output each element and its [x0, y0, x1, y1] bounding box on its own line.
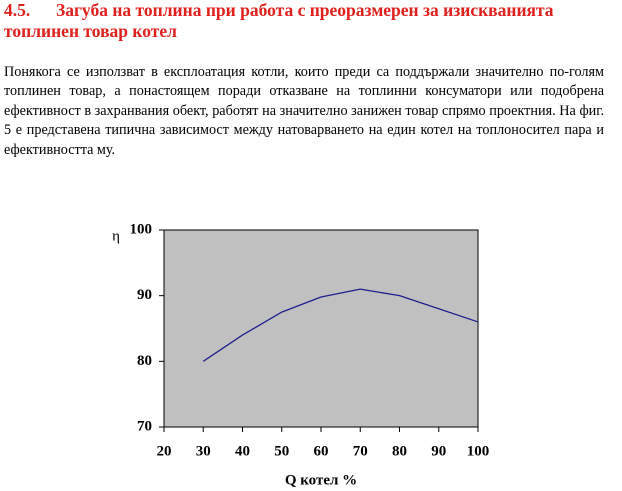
x-tick-label: 20: [157, 443, 172, 459]
x-tick-label: 100: [467, 443, 490, 459]
x-tick-label: 30: [196, 443, 211, 459]
heading-number: 4.5.: [4, 0, 31, 20]
y-tick-label: 80: [137, 353, 152, 369]
y-tick-label: 90: [137, 287, 152, 303]
y-axis-label: η: [112, 228, 120, 244]
plot-area: [163, 229, 479, 428]
heading-title: Загуба на топлина при работа с преоразме…: [4, 0, 554, 41]
paragraph: Понякога се използват в експлоатация кот…: [4, 64, 604, 158]
heading: 4.5. Загуба на топлина при работа с преор…: [4, 0, 610, 42]
x-axis-label: Q котел %: [285, 472, 357, 488]
x-tick-label: 60: [314, 443, 329, 459]
y-tick-label: 70: [137, 418, 152, 434]
x-tick-label: 80: [392, 443, 407, 459]
x-tick-label: 90: [431, 443, 446, 459]
x-tick-label: 50: [274, 443, 289, 459]
x-tick-label: 70: [353, 443, 368, 459]
data-line: [202, 288, 479, 362]
y-tick-label: 100: [130, 221, 153, 237]
x-tick-label: 40: [235, 443, 250, 459]
